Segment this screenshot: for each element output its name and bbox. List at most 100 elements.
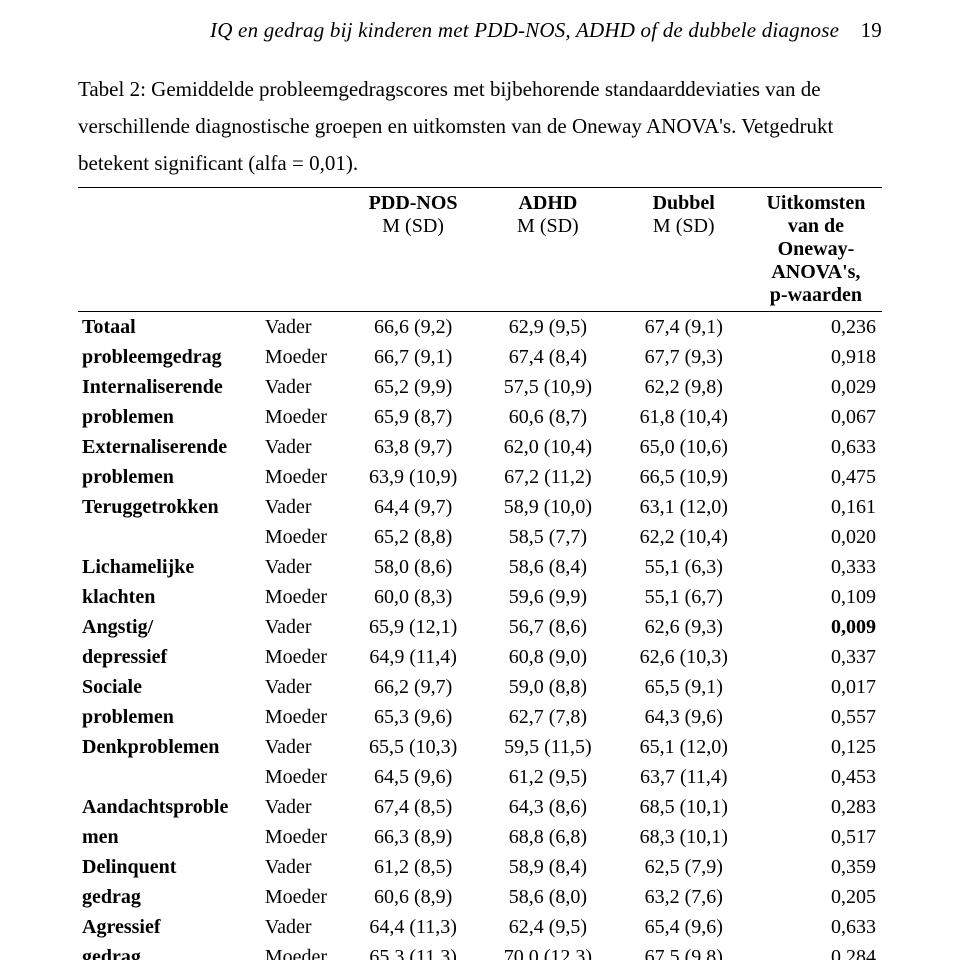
cell-pvalue: 0,236 — [752, 312, 882, 343]
cell-dubbel: 65,4 (9,6) — [616, 912, 752, 942]
row-group-label: Totaal — [78, 312, 261, 343]
row-rater: Vader — [261, 612, 346, 642]
row-rater: Moeder — [261, 462, 346, 492]
cell-dubbel: 65,1 (12,0) — [616, 732, 752, 762]
table-row: TeruggetrokkenVader64,4 (9,7)58,9 (10,0)… — [78, 492, 882, 522]
cell-pdd: 65,2 (9,9) — [346, 372, 480, 402]
table-row: AandachtsprobleVader67,4 (8,5)64,3 (8,6)… — [78, 792, 882, 822]
cell-pvalue: 0,205 — [752, 882, 882, 912]
col-head-dubbel: Dubbel M (SD) — [616, 188, 752, 312]
cell-dubbel: 67,4 (9,1) — [616, 312, 752, 343]
col-head-uit-sub0: van de — [756, 215, 876, 238]
cell-pdd: 65,3 (11,3) — [346, 942, 480, 960]
cell-adhd: 58,6 (8,4) — [480, 552, 616, 582]
table-row: DenkproblemenVader65,5 (10,3)59,5 (11,5)… — [78, 732, 882, 762]
row-group-label: Internaliserende — [78, 372, 261, 402]
cell-dubbel: 68,3 (10,1) — [616, 822, 752, 852]
row-group-label: Externaliserende — [78, 432, 261, 462]
row-group-label: gedrag — [78, 882, 261, 912]
row-group-label: problemen — [78, 402, 261, 432]
cell-pdd: 60,6 (8,9) — [346, 882, 480, 912]
cell-pvalue: 0,283 — [752, 792, 882, 822]
row-rater: Moeder — [261, 642, 346, 672]
cell-pdd: 66,6 (9,2) — [346, 312, 480, 343]
cell-dubbel: 64,3 (9,6) — [616, 702, 752, 732]
cell-dubbel: 55,1 (6,7) — [616, 582, 752, 612]
row-group-label: Aandachtsproble — [78, 792, 261, 822]
col-head-adhd-label: ADHD — [518, 192, 577, 214]
table-row: klachtenMoeder60,0 (8,3)59,6 (9,9)55,1 (… — [78, 582, 882, 612]
cell-dubbel: 65,0 (10,6) — [616, 432, 752, 462]
row-group-label — [78, 522, 261, 552]
cell-pdd: 66,7 (9,1) — [346, 342, 480, 372]
row-rater: Vader — [261, 552, 346, 582]
cell-pvalue: 0,359 — [752, 852, 882, 882]
cell-pvalue: 0,029 — [752, 372, 882, 402]
cell-pvalue: 0,557 — [752, 702, 882, 732]
col-head-adhd-sub: M (SD) — [484, 215, 612, 238]
table-row: problemenMoeder65,3 (9,6)62,7 (7,8)64,3 … — [78, 702, 882, 732]
cell-pdd: 64,4 (11,3) — [346, 912, 480, 942]
cell-adhd: 62,0 (10,4) — [480, 432, 616, 462]
cell-dubbel: 65,5 (9,1) — [616, 672, 752, 702]
table-row: SocialeVader66,2 (9,7)59,0 (8,8)65,5 (9,… — [78, 672, 882, 702]
cell-adhd: 57,5 (10,9) — [480, 372, 616, 402]
row-group-label: depressief — [78, 642, 261, 672]
col-spacer-2 — [261, 188, 346, 312]
cell-adhd: 64,3 (8,6) — [480, 792, 616, 822]
cell-pdd: 65,9 (8,7) — [346, 402, 480, 432]
table-row: DelinquentVader61,2 (8,5)58,9 (8,4)62,5 … — [78, 852, 882, 882]
col-head-pdd-label: PDD-NOS — [369, 192, 458, 214]
col-head-uit-sub2: ANOVA's, — [756, 261, 876, 284]
row-group-label: Angstig/ — [78, 612, 261, 642]
cell-dubbel: 66,5 (10,9) — [616, 462, 752, 492]
row-rater: Vader — [261, 312, 346, 343]
cell-dubbel: 67,5 (9,8) — [616, 942, 752, 960]
cell-adhd: 58,9 (8,4) — [480, 852, 616, 882]
row-rater: Vader — [261, 672, 346, 702]
row-group-label: Lichamelijke — [78, 552, 261, 582]
row-rater: Vader — [261, 492, 346, 522]
row-rater: Moeder — [261, 402, 346, 432]
row-rater: Vader — [261, 372, 346, 402]
col-head-adhd: ADHD M (SD) — [480, 188, 616, 312]
header-title: IQ en gedrag bij kinderen met PDD-NOS, A… — [210, 18, 839, 42]
cell-pdd: 60,0 (8,3) — [346, 582, 480, 612]
cell-pdd: 64,9 (11,4) — [346, 642, 480, 672]
col-head-uitkomsten: Uitkomsten van de Oneway- ANOVA's, p-waa… — [752, 188, 882, 312]
row-group-label: Teruggetrokken — [78, 492, 261, 522]
row-group-label — [78, 762, 261, 792]
cell-pvalue: 0,633 — [752, 912, 882, 942]
cell-adhd: 60,6 (8,7) — [480, 402, 616, 432]
cell-pdd: 67,4 (8,5) — [346, 792, 480, 822]
cell-pvalue: 0,475 — [752, 462, 882, 492]
table-caption: Tabel 2: Gemiddelde probleemgedragscores… — [78, 71, 882, 181]
row-group-label: Denkproblemen — [78, 732, 261, 762]
page-number: 19 — [861, 18, 882, 42]
row-rater: Moeder — [261, 522, 346, 552]
cell-pdd: 65,9 (12,1) — [346, 612, 480, 642]
cell-adhd: 58,6 (8,0) — [480, 882, 616, 912]
cell-pvalue: 0,109 — [752, 582, 882, 612]
row-rater: Moeder — [261, 822, 346, 852]
table-row: ExternaliserendeVader63,8 (9,7)62,0 (10,… — [78, 432, 882, 462]
cell-dubbel: 68,5 (10,1) — [616, 792, 752, 822]
cell-dubbel: 62,2 (9,8) — [616, 372, 752, 402]
table-row: TotaalVader66,6 (9,2)62,9 (9,5)67,4 (9,1… — [78, 312, 882, 343]
row-group-label: Sociale — [78, 672, 261, 702]
cell-pdd: 61,2 (8,5) — [346, 852, 480, 882]
table-row: AgressiefVader64,4 (11,3)62,4 (9,5)65,4 … — [78, 912, 882, 942]
row-rater: Vader — [261, 432, 346, 462]
row-rater: Moeder — [261, 882, 346, 912]
cell-pvalue: 0,009 — [752, 612, 882, 642]
row-rater: Vader — [261, 852, 346, 882]
cell-dubbel: 62,6 (10,3) — [616, 642, 752, 672]
cell-adhd: 58,5 (7,7) — [480, 522, 616, 552]
cell-adhd: 59,5 (11,5) — [480, 732, 616, 762]
row-rater: Moeder — [261, 702, 346, 732]
row-rater: Moeder — [261, 342, 346, 372]
table-row: depressiefMoeder64,9 (11,4)60,8 (9,0)62,… — [78, 642, 882, 672]
cell-adhd: 59,6 (9,9) — [480, 582, 616, 612]
cell-dubbel: 62,6 (9,3) — [616, 612, 752, 642]
cell-adhd: 68,8 (6,8) — [480, 822, 616, 852]
